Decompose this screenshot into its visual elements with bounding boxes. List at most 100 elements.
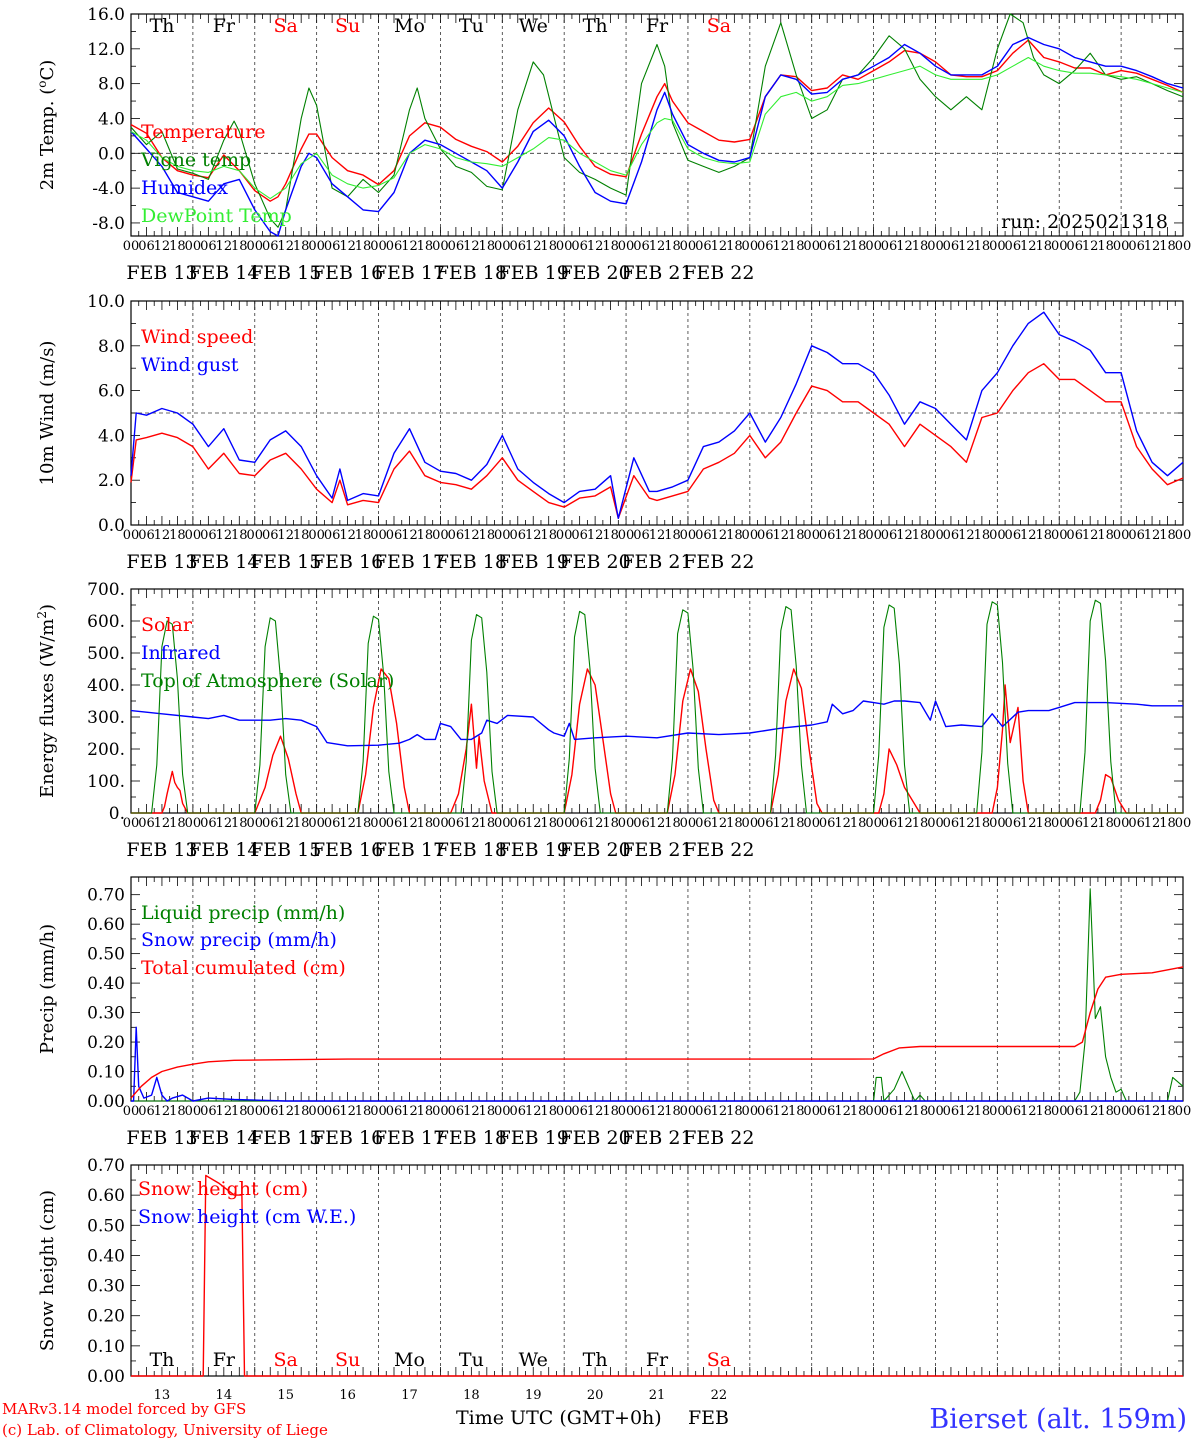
hour-tick-label: 06 [1005,528,1022,543]
y-tick-label: 4.0 [98,426,125,446]
hour-tick-label: 00 [494,1104,511,1119]
hour-tick-label: 18 [1159,239,1176,254]
hour-tick-label: 12 [154,1104,171,1119]
hour-tick-label: 00 [989,239,1006,254]
legend-entry: Liquid precip (mm/h) [141,902,345,924]
hour-tick-label: 06 [943,1104,960,1119]
hour-tick-label: 06 [1128,528,1145,543]
hour-tick-label: 18 [602,239,619,254]
y-tick-label: 0.50 [87,945,125,965]
series-top-of-atmosphere-solar [131,599,1183,814]
hour-tick-label: 18 [1159,1104,1176,1119]
hour-tick-label: 12 [525,528,542,543]
hour-tick-label: 12 [216,239,233,254]
date-label: FEB 14 [188,262,259,284]
hour-tick-label: 00 [1051,816,1068,831]
hour-tick-label: 12 [711,528,728,543]
y-tick-label: 16.0 [87,5,125,25]
hour-tick-label: 06 [138,239,155,254]
series-dewpoint-temp [130,56,1184,200]
legend-entry: Wind gust [141,354,239,376]
hour-tick-label: 18 [479,816,496,831]
hour-tick-label: 18 [974,816,991,831]
weekday-label: Th [583,1349,608,1371]
day-number-label: 21 [649,1388,666,1403]
hour-tick-label: 00 [1113,528,1130,543]
hour-tick-label: 18 [417,1104,434,1119]
date-label: FEB 22 [683,839,754,861]
hour-tick-label: 06 [757,239,774,254]
date-label: FEB 18 [436,551,507,573]
day-number-label: 16 [339,1388,356,1403]
y-tick-label: 8.0 [98,337,125,357]
hour-tick-label: 00 [432,528,449,543]
day-number-label: 17 [401,1388,418,1403]
hour-tick-label: 18 [479,528,496,543]
hour-tick-label: 18 [788,816,805,831]
legend-entry: Infrared [141,642,221,664]
hour-tick-label: 06 [1005,816,1022,831]
y-tick-label: 500. [87,644,125,664]
date-label: FEB 17 [374,551,445,573]
hour-tick-label: 12 [401,239,418,254]
hour-tick-label: 06 [695,528,712,543]
y-axis-title: 10m Wind (m/s) [37,341,58,486]
series-snow-precip-mm-h [131,1026,1183,1102]
y-tick-label: 0.60 [87,1186,125,1206]
hour-tick-label: 12 [277,528,294,543]
hour-tick-label: 06 [881,816,898,831]
hour-tick-label: 06 [1005,1104,1022,1119]
hour-tick-label: 18 [169,528,186,543]
hour-tick-label: 06 [757,1104,774,1119]
series-total-cumulated-cm [130,966,1184,1099]
hour-tick-label: 06 [448,1104,465,1119]
y-tick-label: 0.70 [87,1156,125,1176]
date-label: FEB 19 [498,1127,569,1149]
date-label: FEB 17 [374,839,445,861]
hour-tick-label: 12 [1020,239,1037,254]
weekday-label: Sa [274,15,298,37]
weekday-label: Th [583,15,608,37]
hour-tick-label: 00 [1175,1104,1192,1119]
time-axis-title: Time UTC (GMT+0h) [456,1407,662,1429]
hour-tick-label: 18 [293,528,310,543]
hour-tick-label: 12 [216,816,233,831]
y-tick-label: 0. [109,804,125,824]
hour-tick-label: 00 [1113,816,1130,831]
hour-tick-label: 18 [479,239,496,254]
y-tick-label: 400. [87,676,125,696]
hour-tick-label: 00 [1051,528,1068,543]
y-tick-label: 10.0 [87,292,125,312]
hour-tick-label: 12 [834,528,851,543]
hour-tick-label: 12 [154,816,171,831]
series-humidex [130,36,1184,237]
hour-tick-label: 00 [927,239,944,254]
y-tick-label: 2.0 [98,471,125,491]
hour-tick-label: 18 [850,528,867,543]
hour-tick-label: 18 [417,816,434,831]
hour-tick-label: 00 [432,239,449,254]
hour-tick-label: 06 [262,816,279,831]
hour-tick-label: 18 [726,239,743,254]
hour-tick-label: 18 [231,816,248,831]
hour-tick-label: 12 [463,239,480,254]
hour-tick-label: 00 [123,239,140,254]
hour-tick-label: 06 [262,1104,279,1119]
hour-tick-label: 12 [587,239,604,254]
hour-tick-label: 12 [649,239,666,254]
y-tick-label: 0.70 [87,886,125,906]
hour-tick-label: 18 [664,1104,681,1119]
hour-tick-label: 18 [912,816,929,831]
lab-credit: (c) Lab. of Climatology, University of L… [2,1421,328,1439]
date-label: FEB 22 [683,262,754,284]
hour-tick-label: 18 [788,528,805,543]
hour-tick-label: 12 [1144,239,1161,254]
hour-tick-label: 12 [339,816,356,831]
hour-tick-label: 00 [308,528,325,543]
hour-tick-label: 06 [633,528,650,543]
hour-tick-label: 00 [494,239,511,254]
hour-tick-label: 12 [772,1104,789,1119]
hour-tick-label: 06 [324,528,341,543]
legend-entry: Wind speed [141,326,253,348]
hour-tick-label: 12 [587,1104,604,1119]
